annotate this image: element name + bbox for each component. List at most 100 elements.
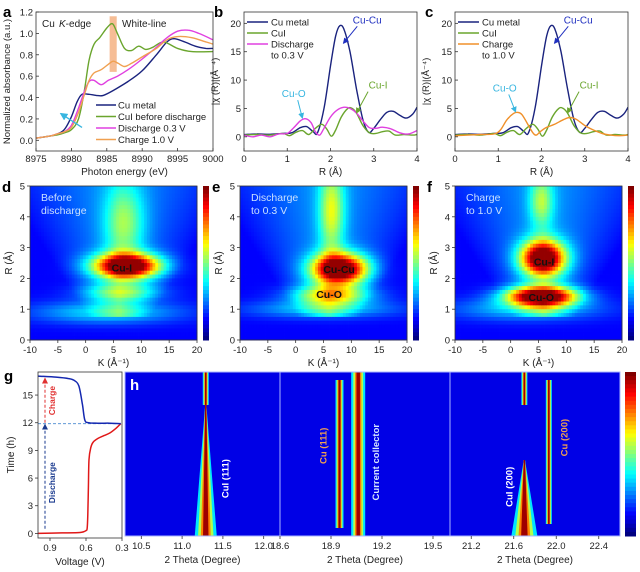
heat-cell (130, 289, 134, 295)
heat-cell (287, 266, 291, 272)
heat-cell (381, 320, 386, 325)
heat-cell (287, 216, 291, 222)
heat-cell (242, 201, 246, 206)
heat-cell (326, 297, 330, 302)
heat-cell (251, 236, 255, 241)
heat-cell (315, 216, 319, 222)
heat-cell (185, 228, 190, 233)
heat-cell (334, 336, 338, 341)
heat-cell (91, 270, 95, 275)
heat-cell (185, 201, 190, 206)
heat-cell (132, 286, 137, 291)
heat-cell (345, 251, 349, 256)
heat-cell (43, 209, 48, 214)
heat-cell (290, 243, 294, 248)
heat-cell (32, 186, 36, 191)
heat-cell (32, 189, 36, 195)
heat-cell (368, 220, 372, 225)
heat-cell (55, 282, 59, 287)
heat-cell (287, 282, 291, 287)
heat-cell (68, 305, 73, 310)
heat-cell (107, 186, 112, 191)
heat-cell (60, 197, 64, 202)
heat-cell (340, 205, 344, 210)
heat-cell (155, 316, 159, 322)
heat-cell (326, 236, 330, 241)
heat-cell (63, 266, 67, 272)
heat-cell (38, 201, 42, 206)
heat-cell (398, 309, 402, 314)
heat-cell (146, 236, 151, 241)
heat-cell (105, 309, 109, 314)
heat-cell (138, 301, 142, 306)
heat-cell (171, 278, 176, 283)
heat-cell (166, 236, 170, 241)
heat-cell (38, 297, 42, 302)
heat-cell (38, 212, 42, 218)
heat-cell (284, 305, 288, 310)
heat-cell (253, 270, 258, 275)
heat-cell (262, 324, 266, 329)
heat-cell (384, 212, 388, 218)
heat-cell (99, 239, 103, 245)
heat-cell (185, 197, 190, 202)
heat-cell (41, 259, 45, 264)
heat-cell (60, 193, 64, 198)
heat-cell (348, 239, 352, 245)
heat-cell (287, 301, 291, 306)
heat-cell (359, 266, 363, 272)
heat-cell (401, 243, 405, 248)
heat-cell (292, 336, 297, 341)
heat-cell (387, 255, 391, 260)
heat-cell (273, 220, 277, 225)
heat-cell (398, 278, 402, 283)
heat-cell (171, 282, 176, 287)
heat-cell (265, 266, 269, 272)
heat-cell (110, 313, 114, 318)
heat-cell (312, 251, 316, 256)
heat-cell (174, 316, 178, 322)
heat-cell (387, 259, 391, 264)
heat-cell (348, 216, 352, 222)
heat-cell (94, 247, 98, 252)
heat-cell (169, 328, 173, 333)
heat-cell (270, 305, 274, 310)
heat-cell (281, 205, 285, 210)
heat-cell (127, 259, 131, 264)
heat-cell (171, 332, 176, 337)
heat-cell (242, 301, 246, 306)
heat-cell (295, 236, 299, 241)
heat-cell (320, 247, 324, 252)
heat-cell (71, 332, 75, 337)
heat-cell (281, 209, 285, 214)
heat-cell (270, 324, 274, 329)
heat-cell (149, 332, 153, 337)
heat-cell (63, 336, 67, 341)
heat-cell (43, 274, 48, 279)
heat-cell (149, 186, 153, 191)
heat-cell (177, 336, 181, 341)
heat-cell (284, 297, 288, 302)
heat-cell (245, 316, 249, 322)
heat-cell (105, 224, 109, 229)
heat-cell (174, 236, 178, 241)
heat-cell (55, 228, 59, 233)
heat-cell (281, 305, 285, 310)
heat-cell (240, 209, 244, 214)
heat-cell (91, 266, 95, 272)
heat-cell (194, 220, 198, 225)
heat-cell (155, 239, 159, 245)
heat-cell (57, 297, 62, 302)
heat-cell (309, 205, 313, 210)
heat-cell (141, 255, 145, 260)
heat-cell (43, 301, 48, 306)
heat-cell (121, 316, 126, 322)
heat-cell (49, 305, 53, 310)
heat-cell (284, 239, 288, 245)
heat-cell (387, 209, 391, 214)
heat-cell (256, 324, 260, 329)
heat-cell (152, 243, 156, 248)
heat-cell (304, 186, 308, 191)
heat-cell (127, 332, 131, 337)
heat-cell (278, 301, 283, 306)
